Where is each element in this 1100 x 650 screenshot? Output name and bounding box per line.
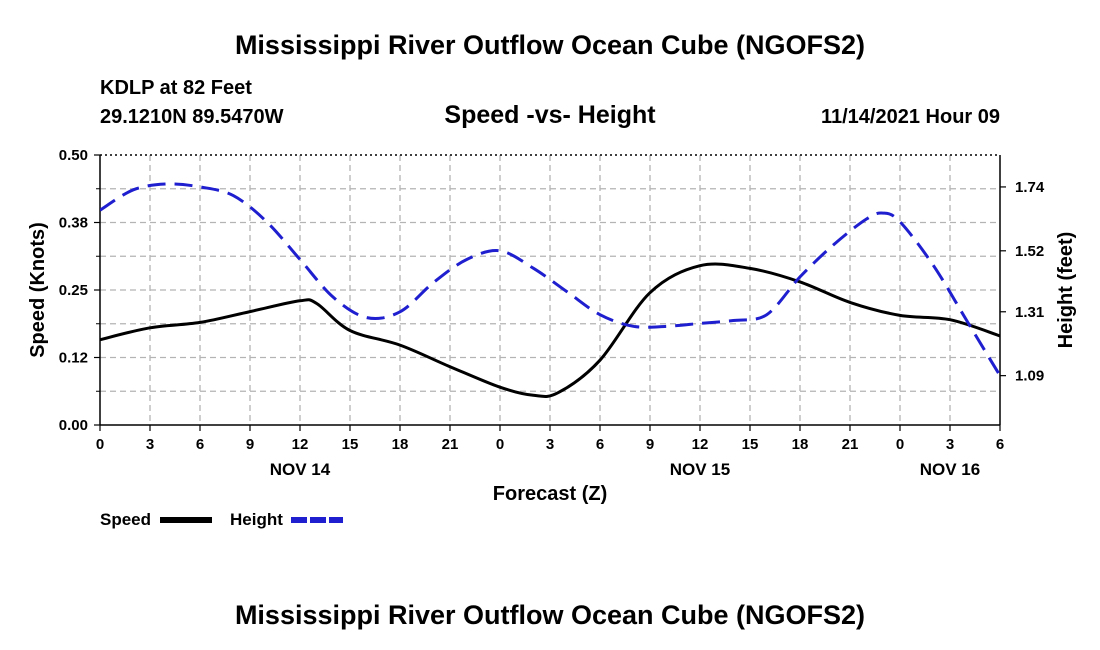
y-tick-label: 0.38 bbox=[59, 215, 88, 232]
y2-tick-label: 1.52 bbox=[1015, 243, 1044, 260]
chart-title: Mississippi River Outflow Ocean Cube (NG… bbox=[234, 30, 866, 60]
datetime-label: 11/14/2021 Hour 09 bbox=[820, 106, 1000, 128]
x-tick-label: 0 bbox=[496, 436, 504, 453]
y-tick-label: 0.12 bbox=[59, 350, 88, 367]
x-tick-label: 3 bbox=[946, 436, 954, 453]
speed-height-chart: 0 3 6 9 12 15 18 21 0 3 6 9 12 15 18 21 0 3 6 0.00 0.12 0.25… bbox=[27, 147, 1077, 529]
y-tick-label: 0.50 bbox=[59, 147, 88, 164]
x-tick-label: 12 bbox=[692, 436, 709, 453]
x-tick-labels: 0 3 6 9 12 15 18 21 0 3 6 9 12 15 18 21 0 3 6 bbox=[96, 436, 1004, 453]
y-tick-label: 0.25 bbox=[59, 282, 88, 299]
y2-tick-label: 1.74 bbox=[1015, 179, 1045, 196]
station-label: KDLP at 82 Feet bbox=[100, 77, 252, 99]
grid-lines bbox=[100, 155, 1000, 425]
y-tick-labels: 0.00 0.12 0.25 0.38 0.50 bbox=[59, 147, 88, 434]
x-tick-label: 18 bbox=[392, 436, 409, 453]
x-tick-label: 18 bbox=[792, 436, 809, 453]
y-tick-label: 0.00 bbox=[59, 417, 88, 434]
x-tick-label: 3 bbox=[546, 436, 554, 453]
y2-tick-labels: 1.09 1.31 1.52 1.74 bbox=[1015, 179, 1045, 385]
y2-axis-label: Height (feet) bbox=[1055, 232, 1077, 349]
speed-series-line bbox=[100, 262, 1000, 398]
x-tick-label: 15 bbox=[742, 436, 759, 453]
legend-label-speed: Speed bbox=[100, 510, 151, 529]
x-tick-label: 0 bbox=[96, 436, 104, 453]
x-tick-label: 6 bbox=[596, 436, 604, 453]
height-series-line bbox=[100, 182, 1000, 377]
x-tick-label: 9 bbox=[246, 436, 254, 453]
x-axis-label: Forecast (Z) bbox=[493, 483, 607, 505]
legend-label-height: Height bbox=[230, 510, 283, 529]
x-tick-label: 0 bbox=[896, 436, 904, 453]
axis-ticks bbox=[94, 154, 1006, 431]
day-label: NOV 15 bbox=[670, 460, 730, 479]
x-tick-label: 21 bbox=[842, 436, 859, 453]
x-tick-label: 21 bbox=[442, 436, 459, 453]
day-labels: NOV 14 NOV 15 NOV 16 bbox=[270, 460, 980, 479]
x-tick-label: 6 bbox=[196, 436, 204, 453]
y-axis-label: Speed (Knots) bbox=[27, 222, 49, 358]
x-tick-label: 12 bbox=[292, 436, 309, 453]
footer-title: Mississippi River Outflow Ocean Cube (NG… bbox=[234, 600, 866, 630]
day-label: NOV 16 bbox=[920, 460, 980, 479]
y2-tick-label: 1.09 bbox=[1015, 368, 1044, 385]
x-tick-label: 15 bbox=[342, 436, 359, 453]
legend: Speed Height bbox=[100, 510, 343, 529]
coords-label: 29.1210N 89.5470W bbox=[100, 106, 284, 128]
x-tick-label: 9 bbox=[646, 436, 654, 453]
y2-tick-label: 1.31 bbox=[1015, 304, 1044, 321]
series-lines bbox=[100, 182, 1000, 398]
x-tick-label: 6 bbox=[996, 436, 1004, 453]
chart-subtitle: Speed -vs- Height bbox=[444, 101, 656, 129]
day-label: NOV 14 bbox=[270, 460, 331, 479]
x-tick-label: 3 bbox=[146, 436, 154, 453]
